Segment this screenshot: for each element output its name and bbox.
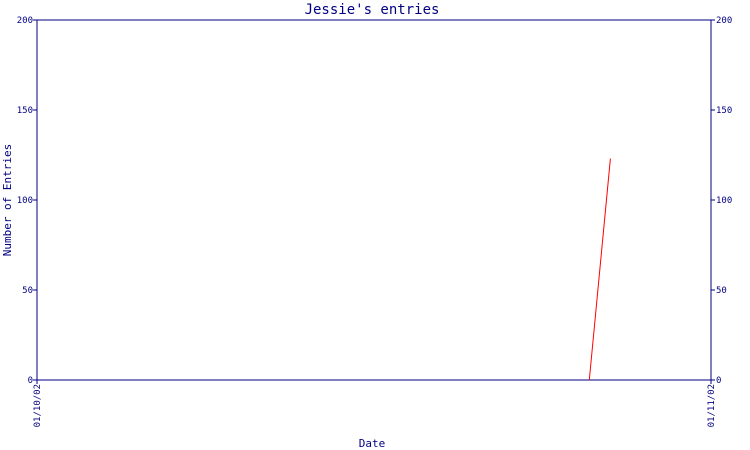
- y-tick-label-right: 200: [716, 16, 732, 26]
- y-tick-label-left: 0: [28, 376, 33, 386]
- x-axis: 01/10/02 01/11/02: [33, 380, 717, 427]
- y-tick-label-right: 100: [716, 196, 732, 206]
- x-tick-label: 01/11/02: [707, 384, 717, 427]
- x-tick-label: 01/10/02: [33, 384, 43, 427]
- y-tick-label-right: 50: [716, 286, 727, 296]
- y-tick-label-left: 200: [17, 16, 33, 26]
- y-axis-right: 0 50 100 150 200: [711, 16, 732, 386]
- series-layer: [588, 158, 611, 381]
- plot-area-frame: [36, 19, 712, 381]
- y-tick-label-left: 100: [17, 196, 33, 206]
- x-axis-title: Date: [359, 437, 386, 450]
- y-tick-label-right: 150: [716, 106, 732, 116]
- y-tick-label-left: 50: [22, 286, 33, 296]
- chart-title: Jessie's entries: [305, 2, 440, 18]
- y-tick-label-left: 150: [17, 106, 33, 116]
- y-axis-title: Number of Entries: [1, 144, 14, 257]
- series-line: [588, 158, 611, 381]
- y-tick-label-right: 0: [716, 376, 721, 386]
- y-axis-left: 0 50 100 150 200: [17, 16, 37, 386]
